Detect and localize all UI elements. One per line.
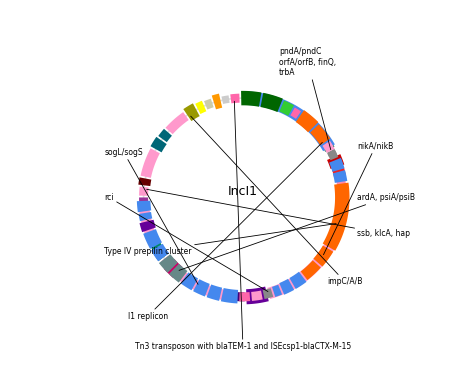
Polygon shape bbox=[246, 287, 269, 304]
Polygon shape bbox=[241, 91, 262, 107]
Polygon shape bbox=[251, 291, 263, 301]
Polygon shape bbox=[279, 100, 294, 116]
Polygon shape bbox=[169, 264, 188, 283]
Text: Type IV prepilin cluster: Type IV prepilin cluster bbox=[104, 224, 336, 256]
Polygon shape bbox=[336, 178, 346, 188]
Polygon shape bbox=[296, 110, 318, 132]
Polygon shape bbox=[327, 154, 344, 169]
Polygon shape bbox=[155, 248, 169, 261]
Polygon shape bbox=[138, 178, 151, 186]
Polygon shape bbox=[323, 183, 349, 251]
Text: impC/A/B: impC/A/B bbox=[191, 116, 363, 286]
Polygon shape bbox=[143, 229, 162, 249]
Polygon shape bbox=[267, 188, 348, 299]
Polygon shape bbox=[139, 220, 156, 232]
Polygon shape bbox=[139, 206, 158, 243]
Text: IncI1: IncI1 bbox=[228, 185, 258, 198]
Polygon shape bbox=[139, 187, 149, 196]
Text: I1 replicon: I1 replicon bbox=[128, 142, 322, 321]
Polygon shape bbox=[279, 279, 294, 295]
Polygon shape bbox=[141, 148, 160, 178]
Polygon shape bbox=[322, 141, 335, 153]
Text: rci: rci bbox=[104, 193, 268, 292]
Polygon shape bbox=[230, 94, 240, 103]
Text: pndA/pndC
orfA/orfB, finQ,
trbA: pndA/pndC orfA/orfB, finQ, trbA bbox=[279, 47, 336, 150]
Text: ssb, klcA, hap: ssb, klcA, hap bbox=[146, 189, 410, 238]
Text: sogL/sogS: sogL/sogS bbox=[104, 148, 198, 284]
Polygon shape bbox=[195, 101, 206, 114]
Polygon shape bbox=[332, 167, 346, 178]
Polygon shape bbox=[290, 272, 307, 289]
Polygon shape bbox=[207, 284, 222, 301]
Polygon shape bbox=[239, 292, 250, 301]
Polygon shape bbox=[324, 145, 335, 152]
Polygon shape bbox=[164, 259, 182, 278]
Polygon shape bbox=[151, 137, 167, 152]
Polygon shape bbox=[310, 124, 330, 145]
Polygon shape bbox=[291, 108, 301, 119]
Polygon shape bbox=[246, 91, 335, 151]
Polygon shape bbox=[328, 151, 338, 160]
Polygon shape bbox=[159, 254, 178, 273]
Polygon shape bbox=[221, 95, 229, 104]
Polygon shape bbox=[329, 158, 345, 172]
Polygon shape bbox=[138, 212, 152, 221]
Polygon shape bbox=[193, 279, 210, 296]
Polygon shape bbox=[261, 93, 283, 112]
Polygon shape bbox=[139, 197, 148, 205]
Text: Tn3 transposon with blaTEM-1 and ISEcsp1-blaCTX-M-15: Tn3 transposon with blaTEM-1 and ISEcsp1… bbox=[135, 101, 351, 351]
Polygon shape bbox=[272, 285, 282, 297]
Polygon shape bbox=[158, 129, 172, 142]
Polygon shape bbox=[161, 256, 171, 265]
Polygon shape bbox=[181, 273, 198, 290]
Polygon shape bbox=[333, 170, 347, 183]
Polygon shape bbox=[228, 291, 245, 301]
Polygon shape bbox=[221, 288, 238, 303]
Polygon shape bbox=[313, 246, 333, 267]
Polygon shape bbox=[263, 288, 273, 299]
Text: nikA/nikB: nikA/nikB bbox=[323, 142, 393, 255]
Polygon shape bbox=[204, 99, 214, 109]
Polygon shape bbox=[165, 112, 189, 134]
Polygon shape bbox=[183, 103, 200, 121]
Polygon shape bbox=[176, 269, 228, 301]
Polygon shape bbox=[327, 149, 337, 157]
Polygon shape bbox=[301, 260, 321, 280]
Polygon shape bbox=[137, 201, 151, 212]
Text: ardA, psiA/psiB: ardA, psiA/psiB bbox=[179, 193, 415, 270]
Polygon shape bbox=[212, 93, 222, 109]
Polygon shape bbox=[150, 240, 163, 253]
Polygon shape bbox=[151, 244, 169, 261]
